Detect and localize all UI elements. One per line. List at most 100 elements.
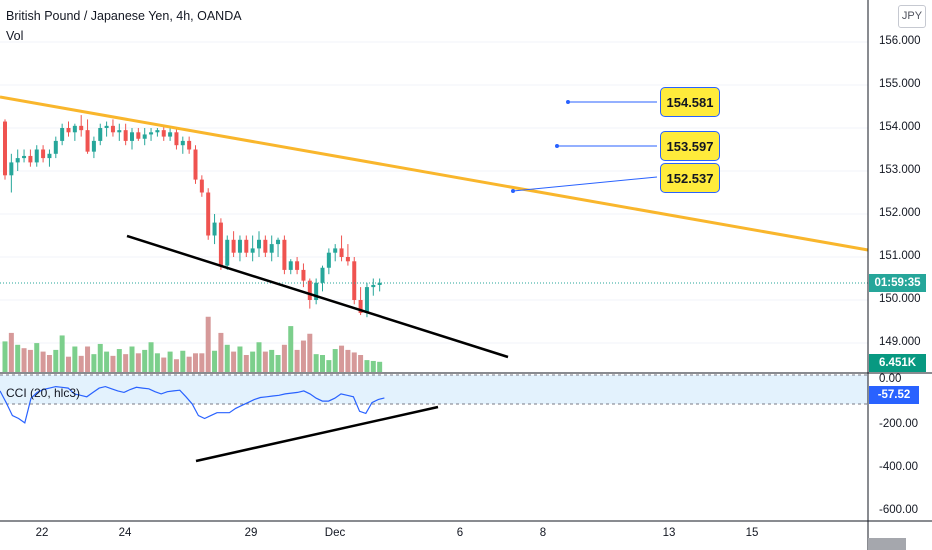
candle-body <box>85 130 90 152</box>
target-label-2[interactable]: 153.597 <box>660 131 720 161</box>
cci-value-tag: -57.52 <box>869 386 919 404</box>
target-lines[interactable] <box>512 101 658 192</box>
candle-body <box>79 125 84 131</box>
target-label-3[interactable]: 152.537 <box>660 163 720 193</box>
candle-body <box>136 132 141 139</box>
time-label: 15 <box>745 527 759 539</box>
volume-bar <box>66 356 71 372</box>
candle-body <box>180 140 185 146</box>
candle-body <box>161 130 166 137</box>
price-tick: 155.000 <box>879 78 921 90</box>
volume-bar <box>34 343 40 372</box>
grid <box>0 41 868 344</box>
candle-body <box>9 162 14 176</box>
time-label: 24 <box>118 527 132 539</box>
volume-bars <box>2 316 383 372</box>
candle-body <box>320 267 325 283</box>
volume-bar <box>224 344 230 372</box>
volume-label[interactable]: Vol <box>6 29 24 43</box>
axis-scroll-handle[interactable] <box>868 538 906 550</box>
target-anchor-point[interactable] <box>555 144 559 148</box>
volume-bar <box>59 335 65 372</box>
volume-bar <box>53 349 59 372</box>
volume-bar <box>154 353 160 372</box>
volume-bar <box>72 346 78 372</box>
volume-bar <box>129 346 135 372</box>
candle-body <box>307 280 312 300</box>
price-tick: 151.000 <box>879 250 921 262</box>
candle-body <box>206 192 211 236</box>
volume-bar <box>199 353 205 372</box>
volume-value-tag: 6.451K <box>869 354 926 372</box>
currency-button[interactable]: JPY <box>898 5 926 28</box>
volume-bar <box>2 341 8 372</box>
candle-body <box>263 239 268 253</box>
volume-bar <box>173 359 179 372</box>
volume-bar <box>332 349 338 372</box>
candle-body <box>371 284 376 288</box>
candle-body <box>364 287 369 313</box>
candle-body <box>110 125 115 133</box>
candle-body <box>91 140 96 152</box>
volume-bar <box>110 355 116 372</box>
volume-bar <box>123 354 129 372</box>
volume-bar <box>288 326 294 372</box>
time-label: 22 <box>35 527 49 539</box>
volume-bar <box>91 354 97 372</box>
candle-body <box>339 248 344 257</box>
candle-body <box>352 261 357 300</box>
volume-bar <box>326 360 332 372</box>
cci-divergence-trendline[interactable] <box>195 405 439 463</box>
volume-bar <box>307 333 313 372</box>
target-label-1[interactable]: 154.581 <box>660 87 720 117</box>
candle-body <box>34 149 39 163</box>
target-anchor-point[interactable] <box>566 100 570 104</box>
volume-bar <box>148 342 154 372</box>
volume-bar <box>205 316 211 372</box>
price-tick: 156.000 <box>879 35 921 47</box>
candle-body <box>22 155 27 159</box>
price-tick: 149.000 <box>879 336 921 348</box>
cci-tick: 0.00 <box>879 373 902 385</box>
symbol-title[interactable]: British Pound / Japanese Yen, 4h, OANDA <box>6 9 242 23</box>
candle-body <box>282 239 287 270</box>
volume-bar <box>345 349 351 372</box>
volume-bar <box>180 350 186 372</box>
volume-bar <box>300 340 306 372</box>
volume-bar <box>370 360 376 372</box>
target-anchor-point[interactable] <box>511 189 515 193</box>
candle-body <box>301 269 306 281</box>
candle-body <box>250 248 255 253</box>
volume-bar <box>364 360 370 372</box>
volume-bar <box>8 332 14 372</box>
time-label: 13 <box>662 527 676 539</box>
cci-line <box>0 385 385 424</box>
candle-body <box>358 300 363 313</box>
volume-bar <box>46 355 52 372</box>
candle-body <box>41 149 46 159</box>
volume-bar <box>85 346 91 372</box>
candle-body <box>326 252 331 268</box>
resistance-trendline[interactable] <box>0 95 869 252</box>
candle-body <box>187 140 192 150</box>
candlesticks <box>3 115 382 318</box>
candle-body <box>295 261 300 270</box>
volume-bar <box>21 348 27 372</box>
price-tick: 150.000 <box>879 293 921 305</box>
candle-body <box>212 222 217 236</box>
volume-bar <box>193 353 198 372</box>
candle-body <box>72 125 77 133</box>
candle-body <box>333 248 338 253</box>
candle-body <box>3 121 7 176</box>
cci-indicator-label[interactable]: CCI (20, hlc3) <box>6 386 81 400</box>
volume-bar <box>256 342 262 372</box>
volume-bar <box>142 349 148 372</box>
candle-body <box>15 158 20 163</box>
candle-body <box>225 239 230 266</box>
volume-bar <box>320 355 325 372</box>
candle-body <box>345 257 350 262</box>
volume-bar <box>218 332 224 372</box>
candle-body <box>237 239 242 253</box>
support-trendline[interactable] <box>126 234 509 359</box>
